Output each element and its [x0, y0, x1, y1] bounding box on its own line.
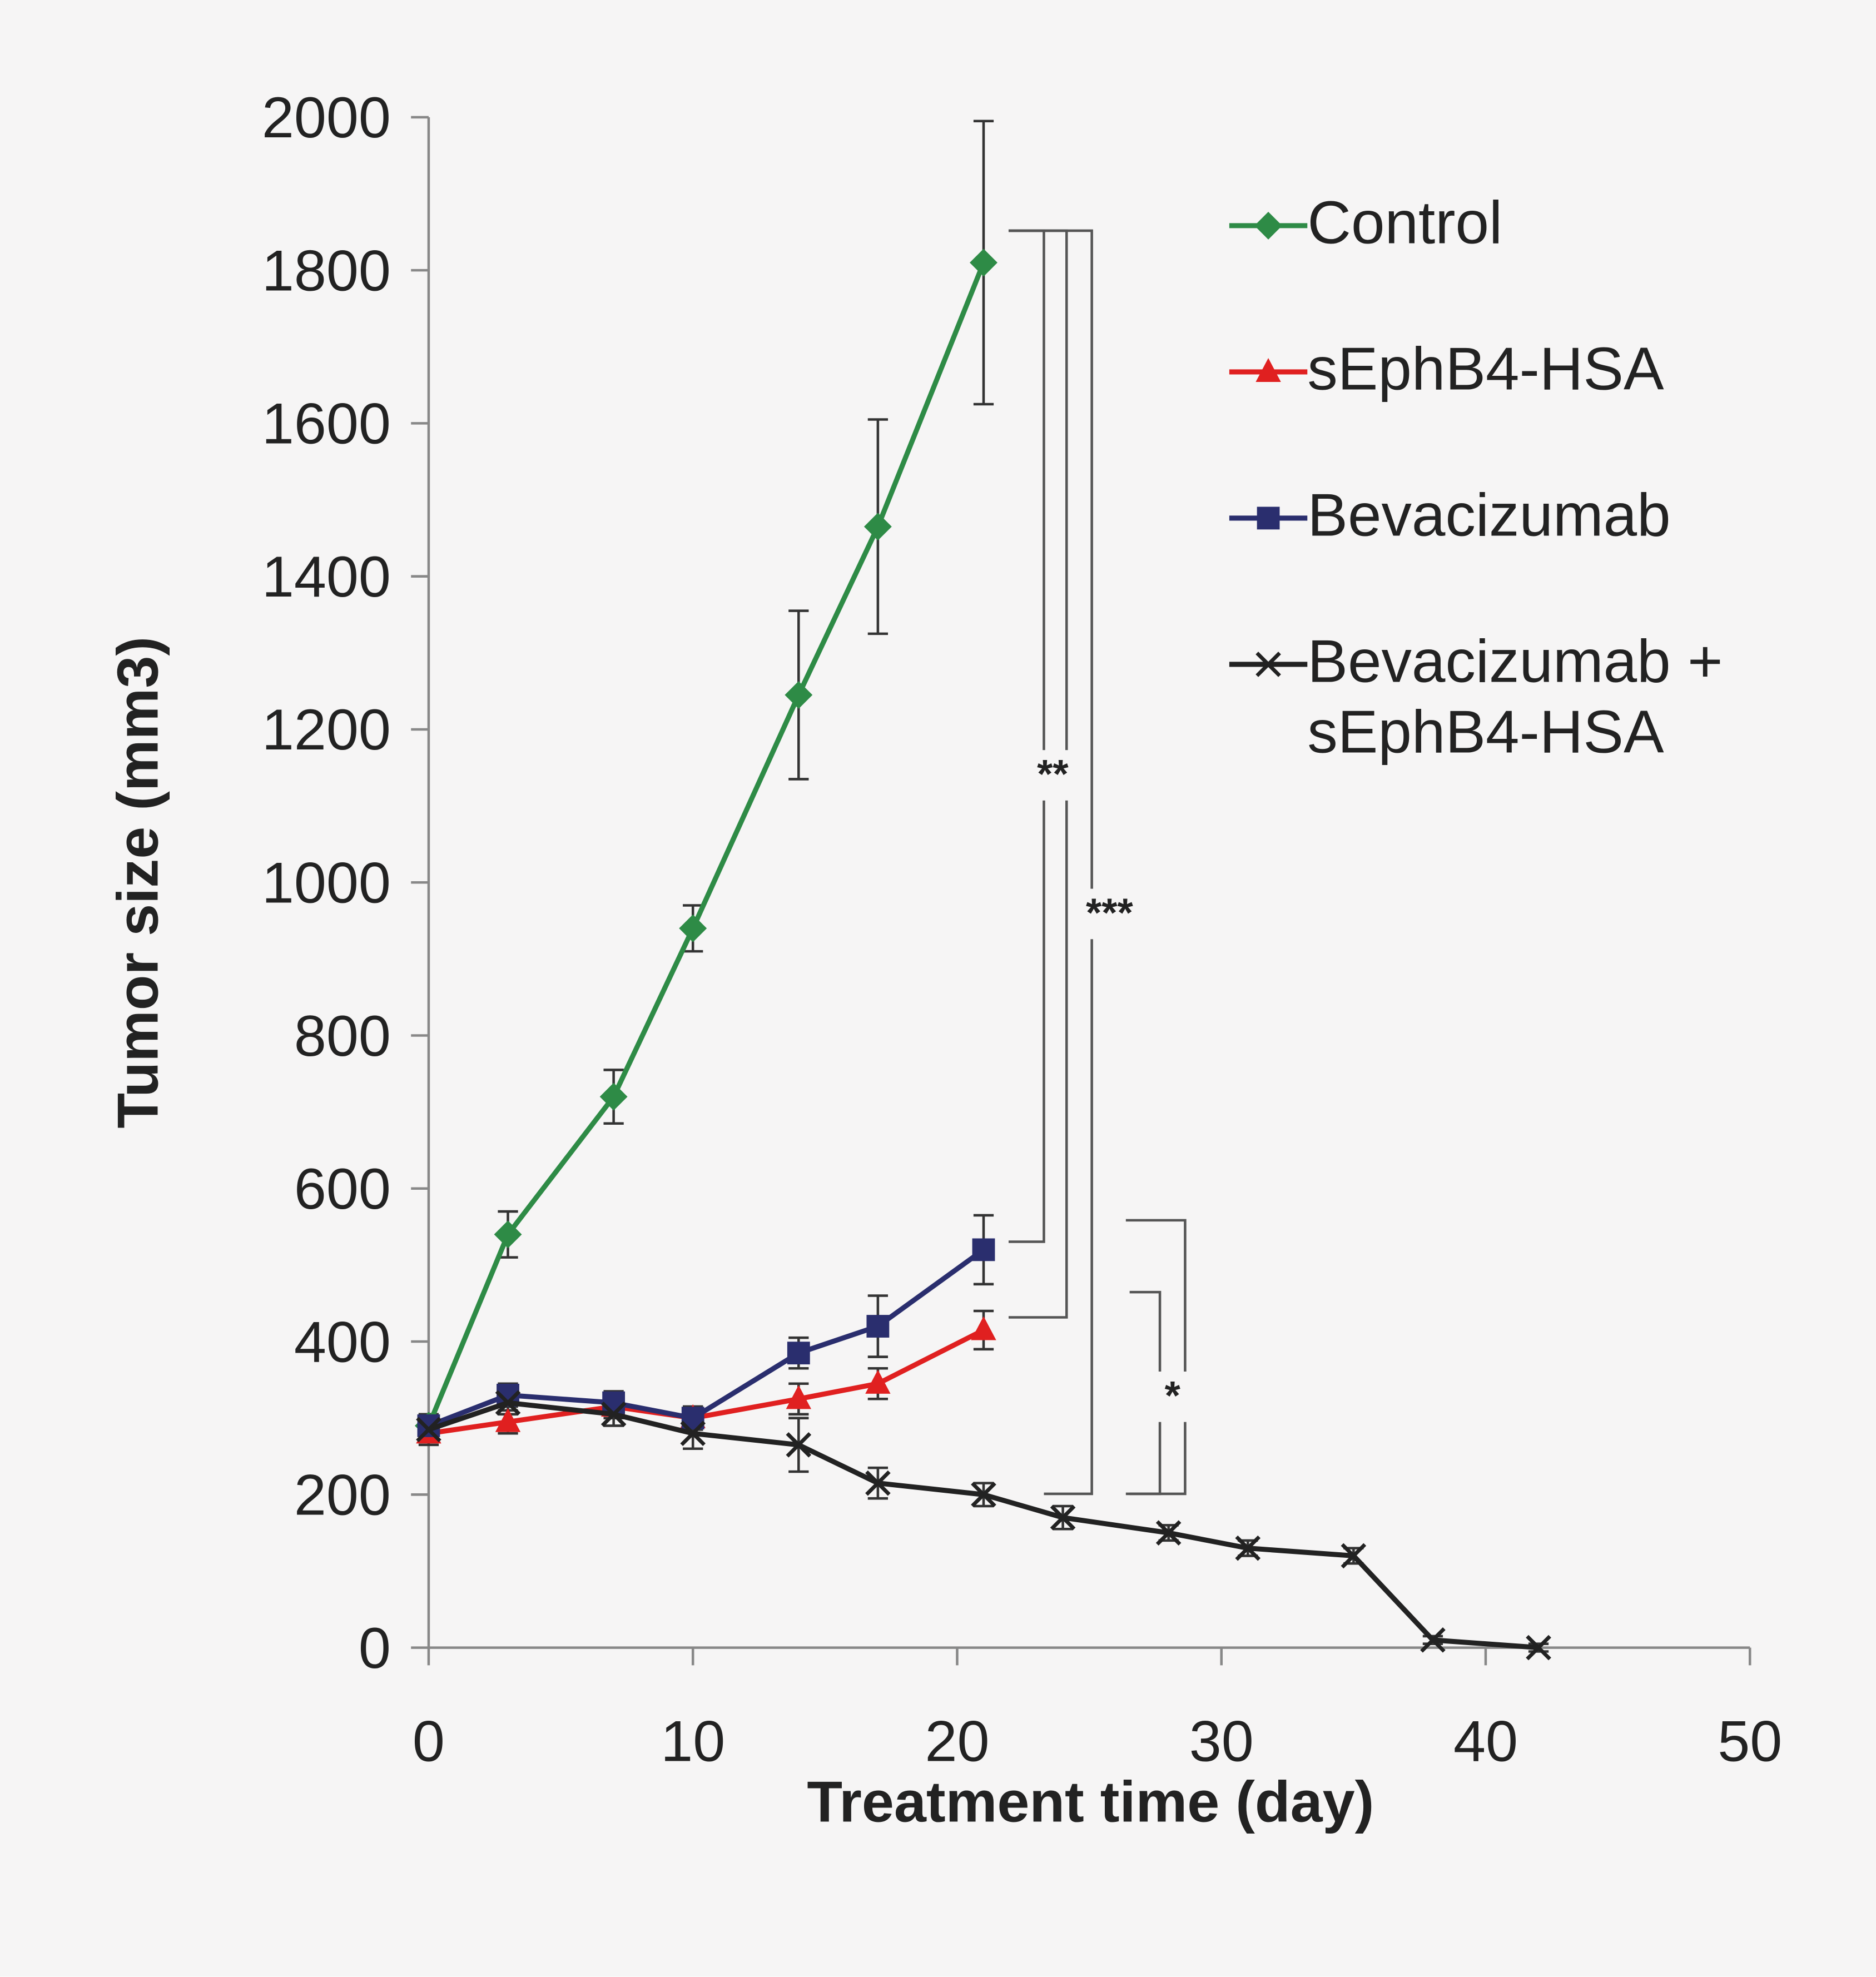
marker [679, 914, 707, 942]
marker [866, 1315, 890, 1338]
marker [495, 1390, 521, 1415]
marker [494, 1220, 522, 1249]
marker [787, 1342, 810, 1365]
marker [602, 1391, 626, 1414]
legend-label: Control [1307, 190, 1503, 257]
annotation-bg [1024, 750, 1082, 801]
marker [971, 1482, 996, 1508]
y-tick-label: 1400 [262, 545, 391, 609]
legend-swatch [1229, 506, 1308, 530]
marker [1235, 1535, 1261, 1561]
x-tick-label: 20 [925, 1710, 989, 1774]
annotation-bg [1153, 1372, 1189, 1422]
marker [1050, 1504, 1076, 1531]
legend-swatch [1229, 652, 1308, 677]
legend-item: Control [1229, 189, 1822, 260]
legend-label: sEphB4-HSA [1307, 336, 1664, 404]
y-tick-label: 200 [294, 1463, 391, 1528]
y-tick-label: 400 [294, 1310, 391, 1374]
bracket [1008, 229, 1093, 1496]
marker [972, 1238, 995, 1261]
annotation: * [1165, 1373, 1181, 1418]
marker [1420, 1627, 1446, 1653]
annotation: ** [1037, 752, 1069, 797]
legend-item: Bevacizumab [1229, 481, 1822, 552]
y-tick-label: 2000 [262, 86, 391, 150]
significance-brackets [1008, 229, 1187, 1496]
marker [600, 1401, 627, 1427]
marker [1255, 357, 1281, 383]
marker [970, 249, 997, 277]
legend-label: Bevacizumab [1307, 483, 1671, 550]
y-tick-label: 1800 [262, 239, 391, 303]
marker [863, 513, 892, 541]
legend-item: sEphB4-HSA [1229, 335, 1822, 406]
marker [971, 1316, 996, 1340]
marker [599, 1082, 628, 1111]
marker [416, 1417, 441, 1443]
marker [786, 1432, 812, 1458]
marker [785, 681, 813, 709]
series-line [428, 1400, 1539, 1651]
marker [786, 1385, 811, 1409]
x-tick-label: 40 [1453, 1710, 1518, 1774]
legend: Control sEphB4-HSA Bevacizumab Bevacizumab … [1229, 189, 1822, 845]
marker [1155, 1520, 1182, 1546]
marker [495, 1408, 521, 1432]
y-axis-label: Tumor size (mm3) [106, 637, 170, 1129]
x-axis-label: Treatment time (day) [807, 1770, 1374, 1834]
legend-item: Bevacizumab + sEphB4-HSA [1229, 628, 1822, 769]
x-tick-label: 30 [1189, 1710, 1254, 1774]
bracket [1125, 1219, 1187, 1496]
y-tick-label: 800 [294, 1004, 391, 1069]
y-tick-label: 600 [294, 1157, 391, 1221]
annotation-bg [1071, 888, 1148, 940]
series-line [426, 261, 986, 1427]
bracket [1008, 229, 1045, 1243]
marker [1257, 506, 1280, 530]
x-tick-label: 0 [413, 1710, 445, 1774]
y-tick-label: 1000 [262, 851, 391, 916]
y-tick-label: 1600 [262, 392, 391, 456]
marker [1255, 652, 1281, 677]
marker [865, 1369, 891, 1394]
x-tick-label: 50 [1718, 1710, 1782, 1774]
marker [1341, 1543, 1367, 1569]
marker [1254, 211, 1283, 240]
y-tick-label: 0 [359, 1616, 391, 1681]
annotation: *** [1086, 891, 1133, 936]
x-tick-label: 10 [661, 1710, 725, 1774]
marker [1526, 1635, 1551, 1661]
y-tick-label: 1200 [262, 698, 391, 762]
legend-label: Bevacizumab + sEphB4-HSA [1307, 629, 1723, 767]
marker [680, 1420, 706, 1447]
legend-swatch [1229, 357, 1308, 383]
legend-swatch [1229, 211, 1308, 240]
marker [865, 1470, 891, 1496]
